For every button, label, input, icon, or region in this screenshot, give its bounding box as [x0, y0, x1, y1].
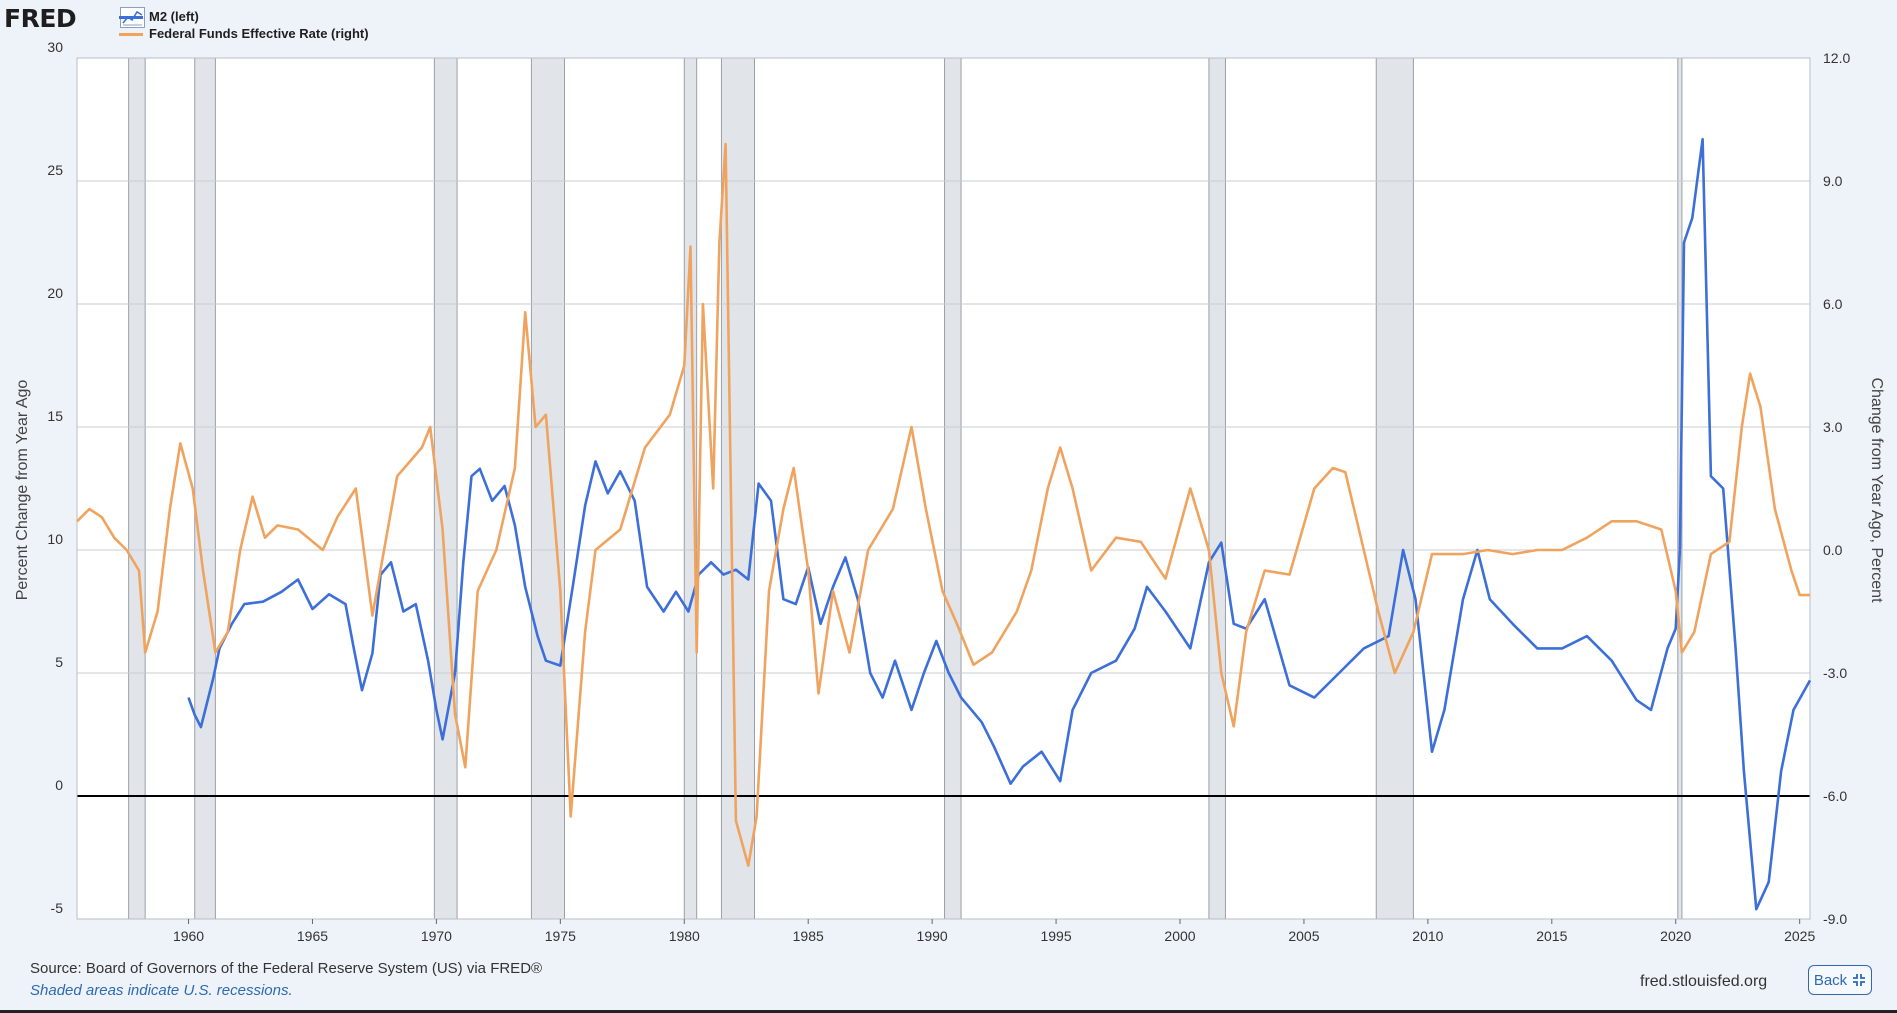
left-tick-label-7: -5 — [51, 900, 64, 916]
axis-ticks: 302520151050-512.09.06.03.00.0-3.0-6.0-9… — [47, 39, 1850, 944]
right-tick-label-5: -3.0 — [1823, 665, 1847, 681]
recession-band-6 — [944, 58, 962, 919]
series-line-m2 — [187, 137, 1812, 911]
right-tick-label-3: 3.0 — [1823, 419, 1843, 435]
legend-swatch-fedfunds — [119, 33, 143, 37]
bottom-border — [0, 1010, 1897, 1013]
right-tick-label-7: -9.0 — [1823, 911, 1847, 927]
plot-frame — [76, 57, 1811, 920]
recession-band-1 — [194, 58, 216, 919]
series-line-fedfunds — [76, 142, 1810, 868]
x-tick-label-0: 1960 — [173, 928, 204, 944]
left-tick-label-1: 25 — [47, 162, 63, 178]
left-tick-label-6: 0 — [55, 777, 63, 793]
chart-area[interactable]: 302520151050-512.09.06.03.00.0-3.0-6.0-9… — [0, 0, 1897, 960]
left-tick-label-0: 30 — [47, 39, 63, 55]
fred-url-link[interactable]: fred.stlouisfed.org — [1640, 973, 1768, 990]
legend-item-fedfunds[interactable]: Federal Funds Effective Rate (right) — [119, 26, 369, 41]
back-button[interactable]: Back — [1808, 965, 1872, 995]
left-axis-label: Percent Change from Year Ago — [14, 380, 31, 601]
x-tick-label-10: 2010 — [1412, 928, 1443, 944]
x-tick-label-4: 1980 — [669, 928, 700, 944]
x-tick-label-6: 1990 — [917, 928, 948, 944]
recession-band-7 — [1208, 58, 1226, 919]
right-tick-label-6: -6.0 — [1823, 788, 1847, 804]
right-tick-label-0: 12.0 — [1823, 50, 1850, 66]
legend-label-m2: M2 (left) — [149, 9, 199, 24]
recession-band-2 — [434, 58, 458, 919]
legend-swatch-m2 — [119, 16, 143, 20]
recession-band-0 — [128, 58, 146, 919]
series-lines — [76, 137, 1812, 911]
right-tick-label-2: 6.0 — [1823, 296, 1843, 312]
source-text: Source: Board of Governors of the Federa… — [30, 960, 543, 977]
fred-logo[interactable]: FRED — [4, 4, 77, 33]
recession-note: Shaded areas indicate U.S. recessions. — [30, 982, 293, 999]
x-tick-label-11: 2015 — [1536, 928, 1567, 944]
plot-background — [77, 58, 1810, 919]
x-tick-label-2: 1970 — [421, 928, 452, 944]
right-tick-label-1: 9.0 — [1823, 173, 1843, 189]
right-tick-label-4: 0.0 — [1823, 542, 1843, 558]
x-tick-label-12: 2020 — [1660, 928, 1691, 944]
collapse-icon — [1853, 974, 1866, 986]
left-tick-label-2: 20 — [47, 285, 63, 301]
x-tick-label-8: 2000 — [1164, 928, 1195, 944]
x-tick-label-1: 1965 — [297, 928, 328, 944]
x-tick-label-13: 2025 — [1784, 928, 1815, 944]
x-tick-label-9: 2005 — [1288, 928, 1319, 944]
right-axis-label: Change from Year Ago, Percent — [1868, 377, 1885, 603]
legend-label-fedfunds: Federal Funds Effective Rate (right) — [149, 26, 369, 41]
recession-shading — [128, 58, 1683, 919]
gridlines — [76, 57, 1811, 920]
recession-band-4 — [684, 58, 697, 919]
x-tick-label-7: 1995 — [1040, 928, 1071, 944]
recession-band-8 — [1376, 58, 1414, 919]
left-tick-label-3: 15 — [47, 408, 63, 424]
back-button-label: Back — [1813, 971, 1848, 989]
left-tick-label-5: 5 — [55, 654, 63, 670]
x-tick-label-3: 1975 — [545, 928, 576, 944]
legend-item-m2[interactable]: M2 (left) — [119, 9, 199, 24]
x-tick-label-5: 1985 — [793, 928, 824, 944]
recession-band-3 — [531, 58, 565, 919]
left-tick-label-4: 10 — [47, 531, 63, 547]
series-fedfunds — [76, 142, 1811, 868]
